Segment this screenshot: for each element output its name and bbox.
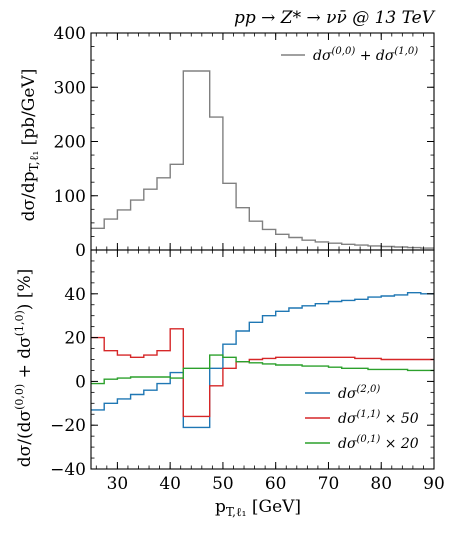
x-tick-label-5: 80: [370, 474, 392, 494]
x-tick-label-1: 40: [159, 474, 181, 494]
y-tick-label-top-panel-1: 100: [54, 187, 86, 207]
top-panel: 0 100 200 300 400 dσ(0,0) + dσ(1,0): [54, 24, 435, 261]
series-line-bottom-panel-2: [91, 354, 434, 385]
y-tick-label-top-panel-3: 300: [54, 78, 86, 98]
series-line-top-panel-0: [91, 70, 434, 249]
y-tick-label-top-panel-0: 0: [75, 241, 86, 261]
series-line-bottom-panel-0: [91, 292, 434, 429]
x-tick-label-3: 60: [265, 474, 287, 494]
plot-frame-top-panel: [90, 32, 435, 251]
legend-label-0: dσ(0,0) + dσ(1,0): [313, 46, 418, 64]
x-tick-label-6: 90: [423, 474, 445, 494]
y-tick-label-bottom-panel-0: −40: [50, 460, 86, 480]
legend-label-3: dσ(0,1) × 20: [338, 434, 419, 452]
x-tick-label-0: 30: [107, 474, 129, 494]
bottom-xlabel: pT,ℓ₁ [GeV]: [215, 497, 301, 519]
bottom-panel: −40 −20 0 20 40 30 40 50 60 70 80 90 dσ(2,0) dσ(1,1) …: [50, 249, 445, 494]
top-ylabel: dσ/dpT,ℓ₁ [pb/GeV]: [19, 69, 41, 222]
legend-label-2: dσ(1,1) × 50: [338, 409, 419, 427]
legend-label-1: dσ(2,0): [338, 384, 380, 402]
chart-title: pp → Z* → νν̄ @ 13 TeV: [234, 8, 436, 28]
y-tick-label-bottom-panel-3: 20: [64, 329, 86, 349]
y-tick-label-bottom-panel-2: 0: [75, 372, 86, 392]
y-tick-label-top-panel-4: 400: [54, 24, 86, 44]
x-tick-label-2: 50: [212, 474, 234, 494]
y-tick-label-top-panel-2: 200: [54, 133, 86, 153]
x-tick-label-4: 70: [318, 474, 340, 494]
series-line-bottom-panel-1: [91, 328, 434, 418]
y-tick-label-bottom-panel-4: 40: [64, 285, 86, 305]
bottom-ylabel: dσ/(dσ(0,0) + dσ(1,0)) [%]: [13, 269, 35, 468]
y-tick-label-bottom-panel-1: −20: [50, 416, 86, 436]
